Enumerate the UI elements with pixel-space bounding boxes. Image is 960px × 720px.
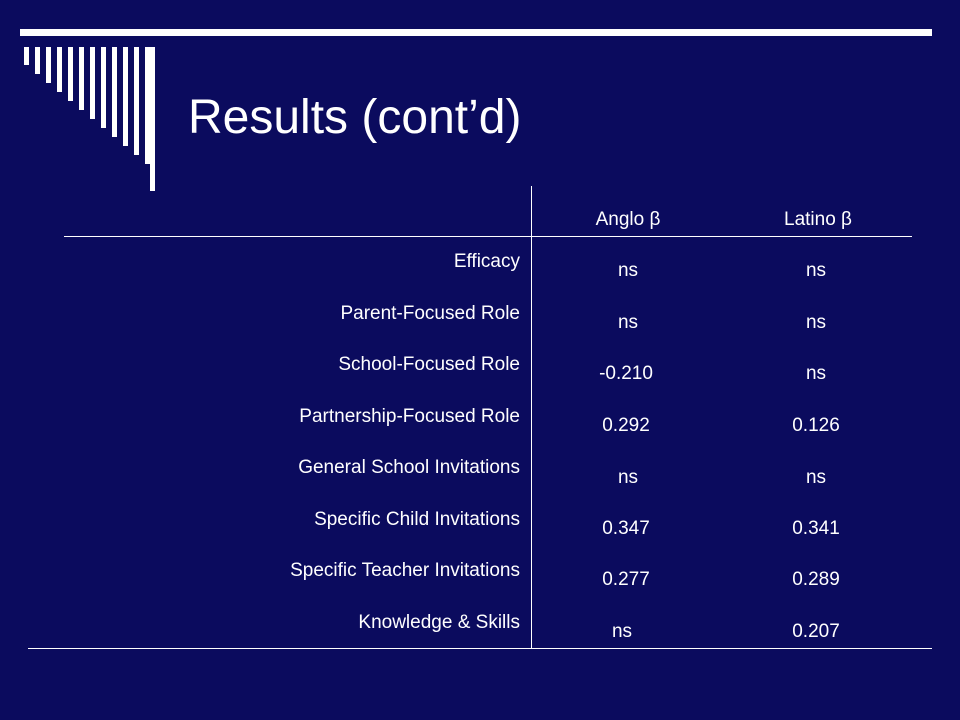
- decorative-stripe: [134, 47, 139, 155]
- anglo-value-cell: 0.277: [602, 569, 650, 590]
- column-header-latino: Latino β: [784, 209, 852, 230]
- row-label: Specific Child Invitations: [314, 509, 520, 530]
- row-label: Specific Teacher Invitations: [290, 560, 520, 581]
- row-label: Knowledge & Skills: [358, 612, 520, 633]
- anglo-value-cell: 0.292: [602, 415, 650, 436]
- row-label: General School Invitations: [298, 457, 520, 478]
- row-label: Efficacy: [453, 251, 520, 272]
- slide-title: Results (cont’d): [188, 91, 522, 144]
- decorative-stripe: [123, 47, 128, 146]
- latino-value-cell: ns: [805, 260, 827, 281]
- anglo-value-cell: ns: [617, 260, 639, 281]
- anglo-value-cell: -0.210: [599, 363, 653, 384]
- latino-value-cell: 0.126: [792, 415, 840, 436]
- row-label: Partnership-Focused Role: [299, 406, 520, 427]
- latino-value-cell: ns: [805, 312, 827, 333]
- decorative-stripe: [90, 47, 95, 119]
- anglo-value-cell: ns: [617, 312, 639, 333]
- row-label: School-Focused Role: [338, 354, 520, 375]
- latino-value-cell: ns: [805, 363, 827, 384]
- anglo-value-cell: 0.347: [602, 518, 650, 539]
- latino-value-cell: 0.341: [792, 518, 840, 539]
- decorative-stripe: [57, 47, 62, 92]
- latino-value-cell: ns: [805, 467, 827, 488]
- decorative-stripe: [35, 47, 40, 74]
- decorative-stripe: [79, 47, 84, 110]
- decorative-stripe: [24, 47, 29, 65]
- decorative-stripe: [145, 47, 150, 164]
- latino-value-cell: 0.289: [792, 569, 840, 590]
- decorative-stripe: [68, 47, 73, 101]
- decorative-stripe: [150, 47, 155, 191]
- row-label: Parent-Focused Role: [340, 303, 520, 324]
- decorative-stripe: [112, 47, 117, 137]
- top-decorative-bar: [20, 29, 932, 36]
- table-header-rule: [64, 236, 912, 237]
- anglo-value-cell: ns: [617, 467, 639, 488]
- latino-value-cell: 0.207: [792, 621, 840, 642]
- decorative-stripe: [46, 47, 51, 83]
- decorative-stripe: [101, 47, 106, 128]
- table-bottom-rule: [28, 648, 932, 649]
- anglo-value-cell: ns: [611, 621, 633, 642]
- table-column-divider: [531, 186, 532, 648]
- column-header-anglo: Anglo β: [595, 209, 661, 230]
